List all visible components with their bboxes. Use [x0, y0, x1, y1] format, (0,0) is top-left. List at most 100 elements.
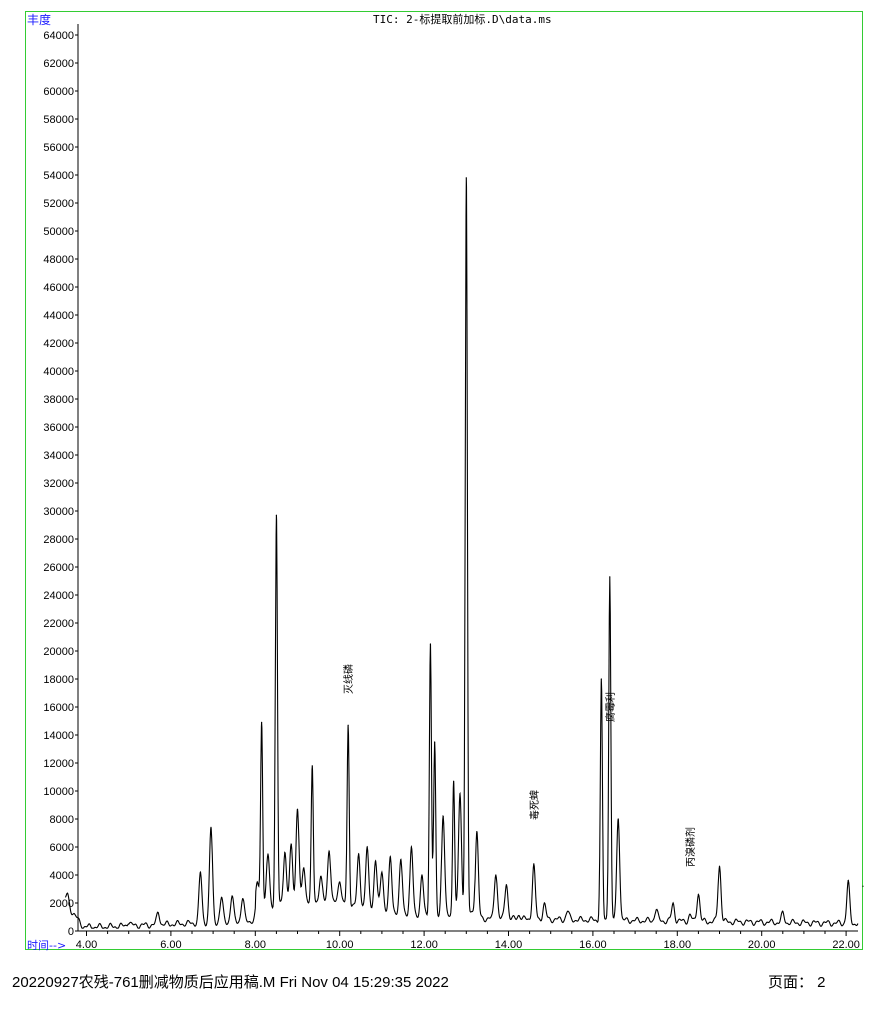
tic-trace-line — [64, 177, 859, 929]
y-tick-label: 54000 — [43, 170, 74, 182]
x-tick-label: 4.00 — [76, 939, 97, 951]
peak-annotation: 毒死蜱 — [528, 790, 541, 820]
peak-point — [697, 894, 700, 896]
y-tick-label: 12000 — [43, 758, 74, 770]
y-tick-label: 26000 — [43, 562, 74, 574]
peak-point — [231, 895, 233, 897]
x-axis-unit-label: 时间--> — [27, 939, 67, 952]
peak-point — [495, 874, 497, 876]
footer-method-info: 20220927农残-761删减物质后应用稿.M Fri Nov 04 15:2… — [12, 974, 449, 991]
peak-point — [476, 831, 478, 833]
y-tick-label: 8000 — [50, 814, 74, 826]
peak-point — [617, 818, 619, 820]
peak-point — [465, 177, 467, 179]
x-tick-label: 16.00 — [579, 939, 607, 951]
peak-point — [66, 892, 69, 894]
x-tick-label: 22.00 — [832, 939, 860, 951]
peak-point — [718, 866, 721, 868]
peak-point — [434, 741, 436, 743]
y-tick-label: 4000 — [50, 870, 74, 882]
peak-point — [261, 721, 263, 724]
peak-point — [655, 909, 657, 911]
y-tick-label: 6000 — [50, 842, 74, 854]
y-tick-label: 42000 — [43, 338, 74, 350]
peak-point — [311, 765, 313, 767]
y-tick-label: 48000 — [43, 254, 74, 266]
y-tick-label: 22000 — [43, 618, 74, 630]
x-tick-label: 6.00 — [160, 939, 181, 951]
peak-point — [410, 846, 413, 848]
peak-point — [220, 896, 223, 899]
y-tick-label: 10000 — [43, 786, 74, 798]
peak-point — [518, 915, 520, 917]
peak-point — [320, 875, 322, 878]
peak-point — [374, 860, 377, 862]
y-tick-label: 28000 — [43, 534, 74, 546]
peak-point — [128, 923, 130, 925]
peak-point — [256, 881, 259, 883]
y-tick-label: 24000 — [43, 590, 74, 602]
peak-point — [847, 880, 849, 882]
peak-point — [533, 863, 535, 865]
peak-point — [199, 871, 202, 873]
y-tick-label: 38000 — [43, 394, 74, 406]
peak-point — [429, 643, 432, 645]
peak-point — [505, 884, 507, 886]
y-tick-label: 36000 — [43, 422, 74, 434]
y-tick-label: 62000 — [43, 58, 74, 70]
peak-point — [672, 902, 674, 904]
peak-point — [157, 912, 159, 914]
peak-point — [284, 852, 286, 854]
y-tick-label: 0 — [68, 926, 74, 938]
y-tick-label: 46000 — [43, 282, 74, 294]
x-tick-label: 18.00 — [664, 939, 692, 951]
peak-point — [609, 576, 611, 578]
chromatogram-plot: 0 2000 4000 6000 8000 10000 12000 14000 16000 180… — [43, 24, 864, 951]
peak-point — [111, 924, 113, 927]
peak-annotation: 腐霉利 — [604, 692, 617, 722]
peak-point — [366, 846, 368, 848]
x-tick-label: 10.00 — [326, 939, 354, 951]
peak-point — [442, 815, 444, 817]
peak-point — [328, 850, 330, 852]
y-tick-label: 34000 — [43, 450, 74, 462]
peak-point — [339, 881, 341, 883]
x-tick-label: 20.00 — [748, 939, 776, 951]
peak-point — [242, 898, 244, 900]
peak-point — [381, 871, 383, 873]
peak-point — [210, 826, 212, 829]
y-tick-label: 18000 — [43, 674, 74, 686]
plot-frame — [25, 11, 863, 950]
peak-point — [275, 514, 277, 516]
y-tick-label: 44000 — [43, 310, 74, 322]
y-tick-label: 50000 — [43, 226, 74, 238]
peak-annotation: 灭线磷 — [342, 664, 355, 694]
y-tick-label: 60000 — [43, 86, 74, 98]
chart-title: TIC: 2-标提取前加标.D\data.ms — [373, 13, 552, 26]
x-tick-label: 14.00 — [495, 939, 523, 951]
peak-point — [689, 913, 691, 915]
peak-point — [296, 808, 299, 810]
y-tick-label: 2000 — [50, 898, 74, 910]
peak-point — [358, 853, 360, 855]
y-tick-label: 40000 — [43, 366, 74, 378]
footer-page-number: 页面： 2 — [768, 974, 826, 991]
peak-point — [782, 910, 784, 913]
peak-point — [267, 853, 269, 855]
peak-point — [347, 724, 349, 726]
x-tick-label: 8.00 — [245, 939, 266, 951]
y-tick-label: 56000 — [43, 142, 74, 154]
y-tick-label: 32000 — [43, 478, 74, 490]
y-axis-unit-label: 丰度 — [27, 13, 52, 27]
peak-point — [453, 780, 455, 782]
peak-point — [389, 856, 391, 858]
peak-point — [421, 874, 423, 876]
y-tick-label: 64000 — [43, 30, 74, 42]
y-tick-label: 30000 — [43, 506, 74, 518]
x-tick-label: 12.00 — [410, 939, 438, 951]
peak-point — [543, 902, 545, 904]
y-tick-label: 14000 — [43, 730, 74, 742]
y-tick-label: 52000 — [43, 198, 74, 210]
y-tick-label: 20000 — [43, 646, 74, 658]
peak-point — [303, 867, 305, 869]
